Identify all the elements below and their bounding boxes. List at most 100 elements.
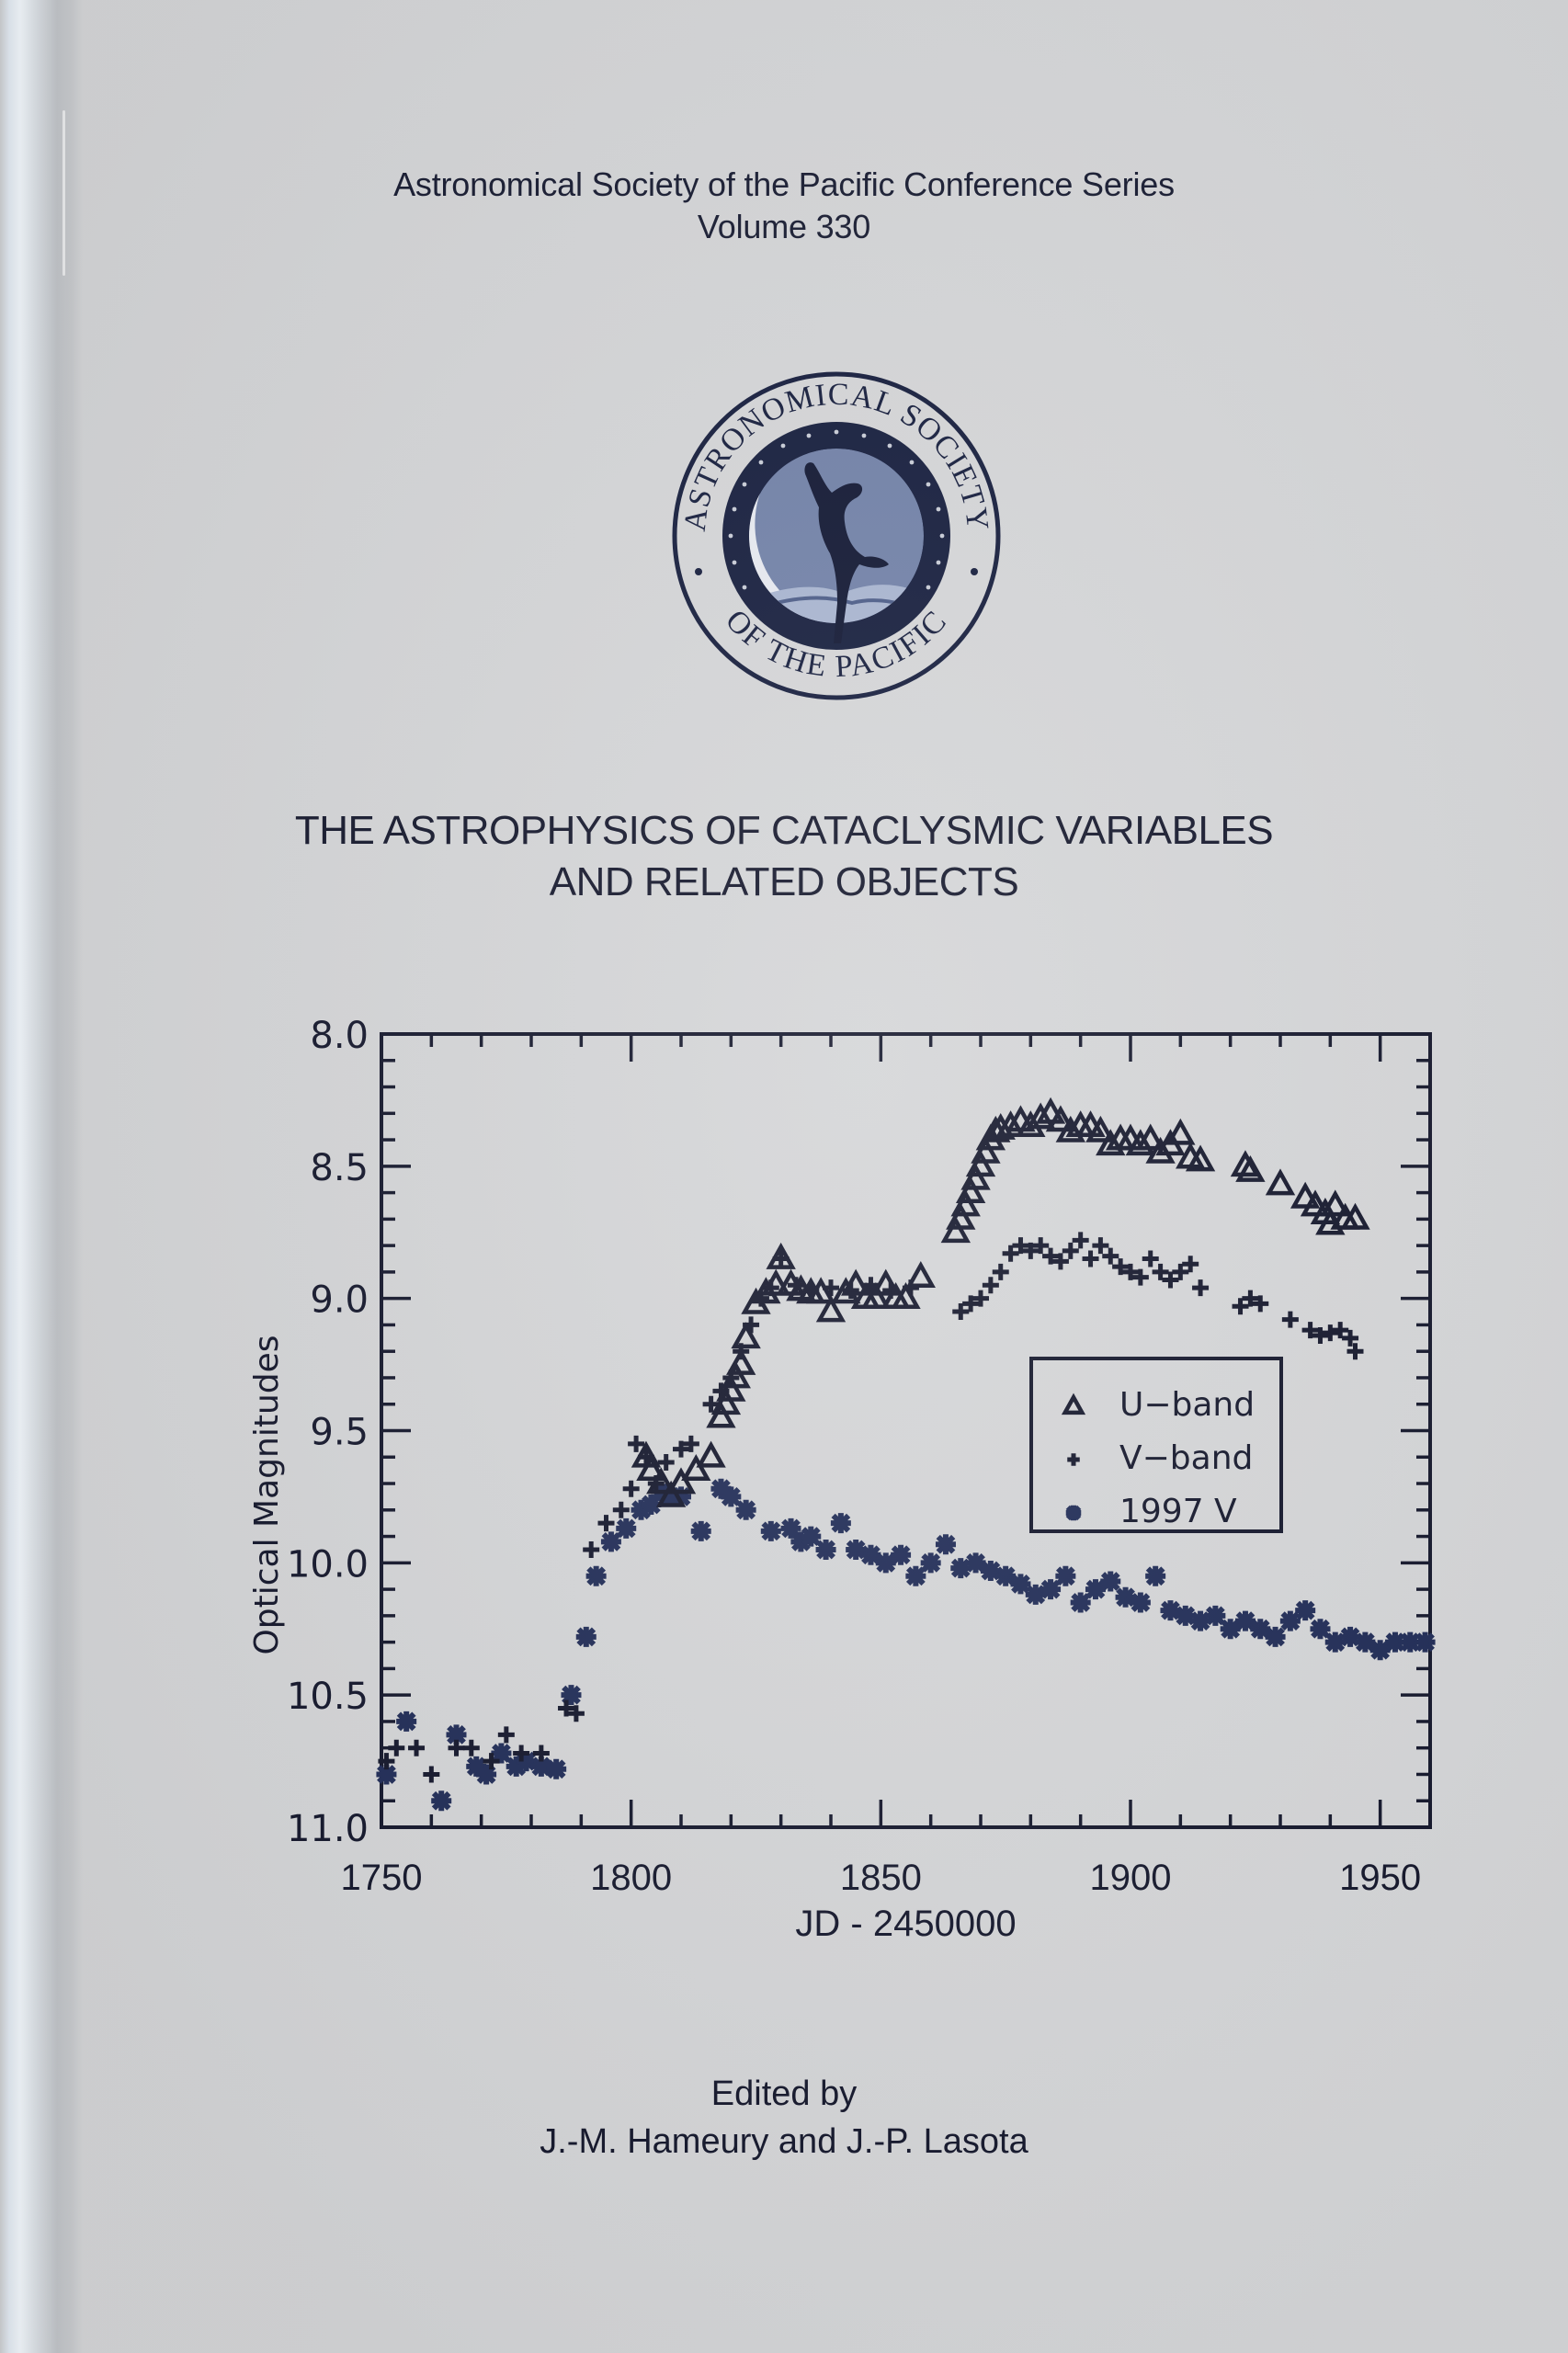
v-1997-point (801, 1526, 822, 1547)
u-band-point (870, 1268, 901, 1296)
u-band-point (971, 1136, 1001, 1164)
v-1997-point (1295, 1600, 1316, 1621)
edited-by-label: Edited by (710, 2075, 858, 2113)
v-band-point (992, 1263, 1009, 1280)
v-band-point (1062, 1242, 1079, 1259)
v-band-point (448, 1739, 465, 1756)
v-band-point (1142, 1250, 1159, 1267)
v-band-point (702, 1395, 720, 1413)
v-band-point (567, 1705, 585, 1722)
v-1997-point (616, 1518, 637, 1539)
v-band-point (532, 1745, 550, 1762)
v-1997-point (600, 1531, 621, 1552)
v-1997-point (1130, 1592, 1151, 1613)
u-band-point (891, 1282, 921, 1310)
u-band-point (710, 1388, 742, 1415)
v-band-point (1092, 1237, 1109, 1255)
u-band-point (1045, 1105, 1076, 1132)
u-band-point (646, 1467, 676, 1495)
u-band-point (1061, 1392, 1086, 1415)
v-1997-point (780, 1518, 801, 1539)
y-tick-label: 8.0 (310, 1015, 369, 1057)
x-tick-label: 1800 (590, 1858, 672, 1898)
u-band-point (831, 1277, 861, 1304)
u-band-point (1026, 1102, 1056, 1130)
v-band-point (462, 1739, 480, 1756)
v-band-point (1162, 1271, 1179, 1289)
v-1997-point (1279, 1610, 1301, 1631)
spine-highlight (62, 110, 65, 276)
v-1997-point (1340, 1626, 1361, 1647)
v-1997-point (920, 1552, 941, 1574)
u-band-point (1035, 1097, 1066, 1124)
v-band-point (1067, 1453, 1080, 1466)
v-band-point (388, 1739, 405, 1756)
v-band-point (483, 1753, 500, 1770)
v-1997-point (1070, 1592, 1091, 1613)
x-axis-label: JD - 2450000 (795, 1904, 1016, 1944)
v-1997-point (1220, 1619, 1241, 1640)
u-band-point (965, 1150, 996, 1177)
y-tick-label: 9.0 (310, 1279, 369, 1322)
v-band-point (1172, 1263, 1189, 1280)
u-band-point (805, 1277, 836, 1304)
v-band-point (1122, 1263, 1139, 1280)
v-1997-point (446, 1724, 467, 1745)
v-band-point (378, 1753, 395, 1770)
v-1997-point (1415, 1631, 1436, 1653)
series-v-band (378, 1232, 1364, 1783)
v-1997-point (376, 1764, 397, 1785)
v-1997-point (641, 1495, 662, 1516)
u-band-point (940, 1216, 971, 1244)
v-band-point (673, 1440, 689, 1458)
v-band-point (1051, 1253, 1069, 1270)
v-band-point (952, 1303, 970, 1321)
v-band-point (1082, 1250, 1099, 1267)
chart-points (376, 1097, 1436, 1812)
v-1997-point (431, 1790, 452, 1812)
x-tick-label: 1850 (840, 1858, 922, 1898)
v-1997-point (1065, 1505, 1082, 1521)
v-band-point (1242, 1290, 1259, 1307)
v-1997-point (905, 1565, 926, 1586)
v-1997-point (710, 1478, 732, 1499)
v-1997-point (396, 1711, 417, 1732)
u-band-point (995, 1110, 1026, 1138)
v-1997-point (846, 1539, 867, 1560)
light-curve-chart: 1750 1800 1850 1900 1950 8.0 8.5 9.0 9.5 10.0 10.5… (248, 1015, 1436, 1944)
v-1997-point (546, 1758, 567, 1779)
v-1997-point (491, 1743, 512, 1764)
v-1997-point (631, 1499, 652, 1520)
v-1997-point (466, 1756, 487, 1777)
v-1997-point (1115, 1586, 1136, 1608)
v-1997-point (735, 1499, 756, 1520)
v-band-point (962, 1295, 980, 1313)
u-band-point (985, 1112, 1016, 1140)
chart-axes: 1750 1800 1850 1900 1950 8.0 8.5 9.0 9.5 10.0 10.5… (248, 1015, 1432, 1944)
v-1997-point (575, 1626, 597, 1647)
u-band-point (1085, 1115, 1116, 1142)
v-band-point (597, 1515, 615, 1532)
v-band-point (1131, 1268, 1149, 1286)
v-1997-point (671, 1486, 691, 1507)
u-band-point (1096, 1129, 1126, 1156)
legend-label: V−band (1119, 1439, 1253, 1477)
u-band-point (696, 1440, 726, 1468)
v-1997-point (995, 1565, 1017, 1586)
editors-block: Edited by J.-M. Hameury and J.-P. Lasota (0, 2070, 1568, 2165)
u-band-point (950, 1189, 981, 1217)
chart-legend: U−band V−band 1997 V (1029, 1357, 1283, 1533)
v-1997-point (506, 1756, 527, 1777)
editor-names: J.-M. Hameury and J.-P. Lasota (540, 2122, 1028, 2161)
y-tick-label: 10.5 (287, 1676, 369, 1718)
series-name: Astronomical Society of the Pacific Conf… (393, 165, 1175, 203)
v-band-point (682, 1435, 699, 1452)
series-1997-v (376, 1478, 1436, 1812)
v-1997-point (935, 1534, 956, 1555)
u-band-point (1135, 1123, 1165, 1151)
x-tick-label: 1900 (1090, 1858, 1172, 1898)
v-band-point (1346, 1343, 1364, 1360)
y-axis-label: Optical Magnitudes (248, 1335, 286, 1654)
u-band-point (681, 1454, 711, 1481)
